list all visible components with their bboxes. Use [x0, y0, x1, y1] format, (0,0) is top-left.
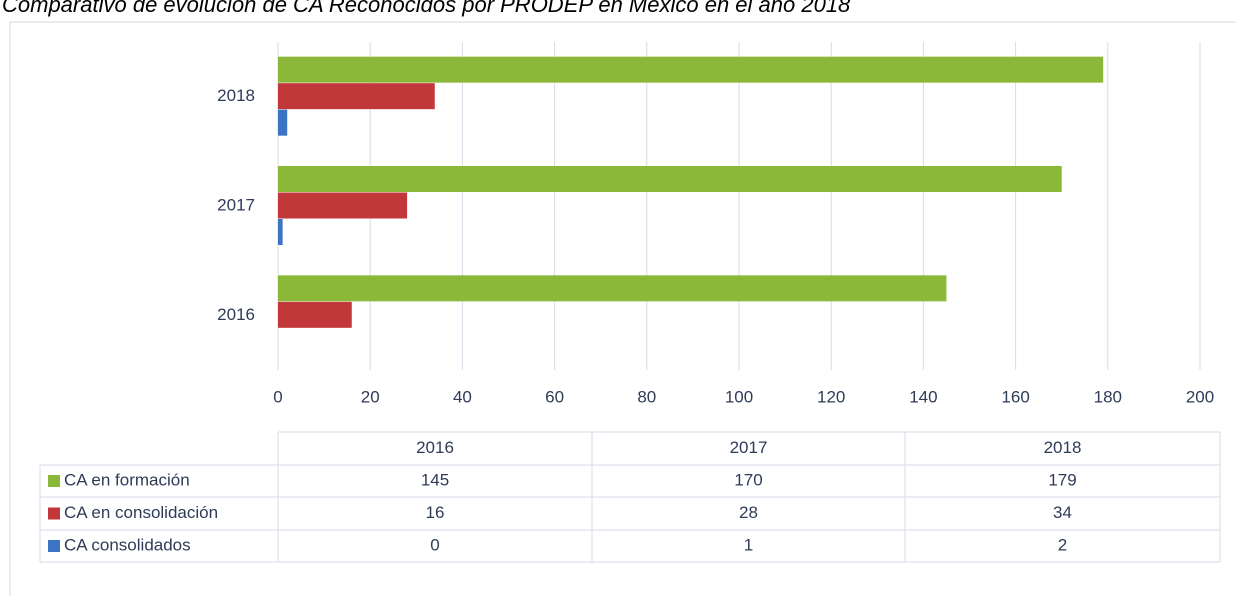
table-cell: 0 — [430, 535, 439, 554]
legend-label: CA consolidados — [64, 535, 191, 554]
table-cell: 1 — [744, 535, 753, 554]
bar — [278, 166, 1062, 192]
x-tick-label: 40 — [453, 387, 472, 406]
bar — [278, 301, 352, 328]
bar — [278, 275, 947, 302]
legend-label: CA en formación — [64, 470, 190, 489]
bar — [278, 192, 408, 219]
bar — [278, 109, 288, 136]
x-tick-label: 160 — [1001, 387, 1029, 406]
table-cell: 2 — [1058, 535, 1067, 554]
table-cell: 34 — [1053, 503, 1072, 522]
y-tick-label: 2017 — [217, 195, 255, 214]
y-tick-label: 2018 — [217, 86, 255, 105]
legend-key — [48, 475, 60, 487]
y-tick-label: 2016 — [217, 305, 255, 324]
table-cell: 179 — [1048, 470, 1076, 489]
bar — [278, 219, 283, 245]
legend-key — [48, 540, 60, 552]
table-cell: 170 — [734, 470, 762, 489]
x-tick-label: 180 — [1094, 387, 1122, 406]
x-tick-label: 120 — [817, 387, 845, 406]
table-header: 2018 — [1044, 438, 1082, 457]
table-cell: 16 — [426, 503, 445, 522]
bar — [278, 83, 435, 110]
chart-title: Comparativo de evolución de CA Reconocid… — [2, 0, 851, 17]
x-tick-label: 140 — [909, 387, 937, 406]
table-header: 2016 — [416, 438, 454, 457]
x-tick-label: 0 — [273, 387, 282, 406]
x-tick-label: 60 — [545, 387, 564, 406]
table-cell: 145 — [421, 470, 449, 489]
x-tick-label: 80 — [637, 387, 656, 406]
bar — [278, 56, 1104, 83]
x-tick-label: 20 — [361, 387, 380, 406]
legend-key — [48, 507, 60, 520]
table-cell: 28 — [739, 503, 758, 522]
table-header: 2017 — [730, 438, 768, 457]
x-tick-label: 100 — [725, 387, 753, 406]
chart-frame — [9, 21, 1236, 596]
x-tick-label: 200 — [1186, 387, 1214, 406]
legend-label: CA en consolidación — [64, 503, 218, 522]
